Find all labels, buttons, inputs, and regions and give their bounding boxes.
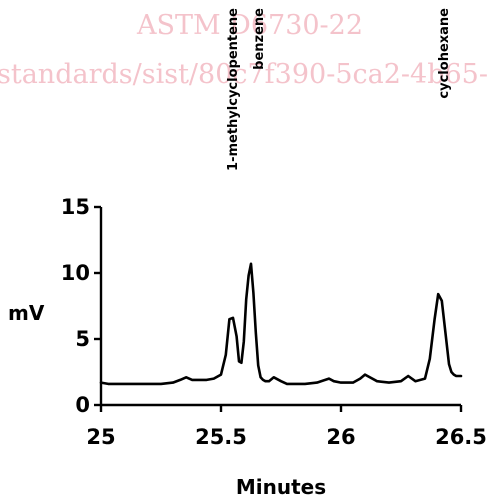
peak-annotations: 1-methylcyclopentene benzene cyclohexane <box>226 8 452 171</box>
x-tick-label: 25 <box>86 425 115 449</box>
y-tick-label: 10 <box>61 261 90 285</box>
y-axis-ticks: 0 5 10 15 <box>61 195 101 417</box>
peak-label-1: 1-methylcyclopentene <box>226 8 241 171</box>
peak-label-3: cyclohexane <box>437 8 452 99</box>
watermark-line-2: standards/sist/80c7f390-5ca2-4b65-98f <box>0 59 488 90</box>
chromatogram-trace <box>99 262 463 386</box>
x-tick-label: 26 <box>326 425 355 449</box>
y-tick-label: 5 <box>75 327 90 351</box>
watermark: ASTM D6730-22 standards/sist/80c7f390-5c… <box>0 10 488 90</box>
y-axis-title: mV <box>8 301 45 325</box>
x-axis-title: Minutes <box>236 475 326 498</box>
x-tick-label: 25.5 <box>195 425 247 449</box>
peak-label-2: benzene <box>252 8 267 70</box>
y-tick-label: 0 <box>75 393 90 417</box>
watermark-line-1: ASTM D6730-22 <box>136 10 363 41</box>
x-axis-ticks: 25 25.5 26 26.5 <box>86 405 487 449</box>
y-tick-label: 15 <box>61 195 90 219</box>
x-tick-label: 26.5 <box>435 425 487 449</box>
